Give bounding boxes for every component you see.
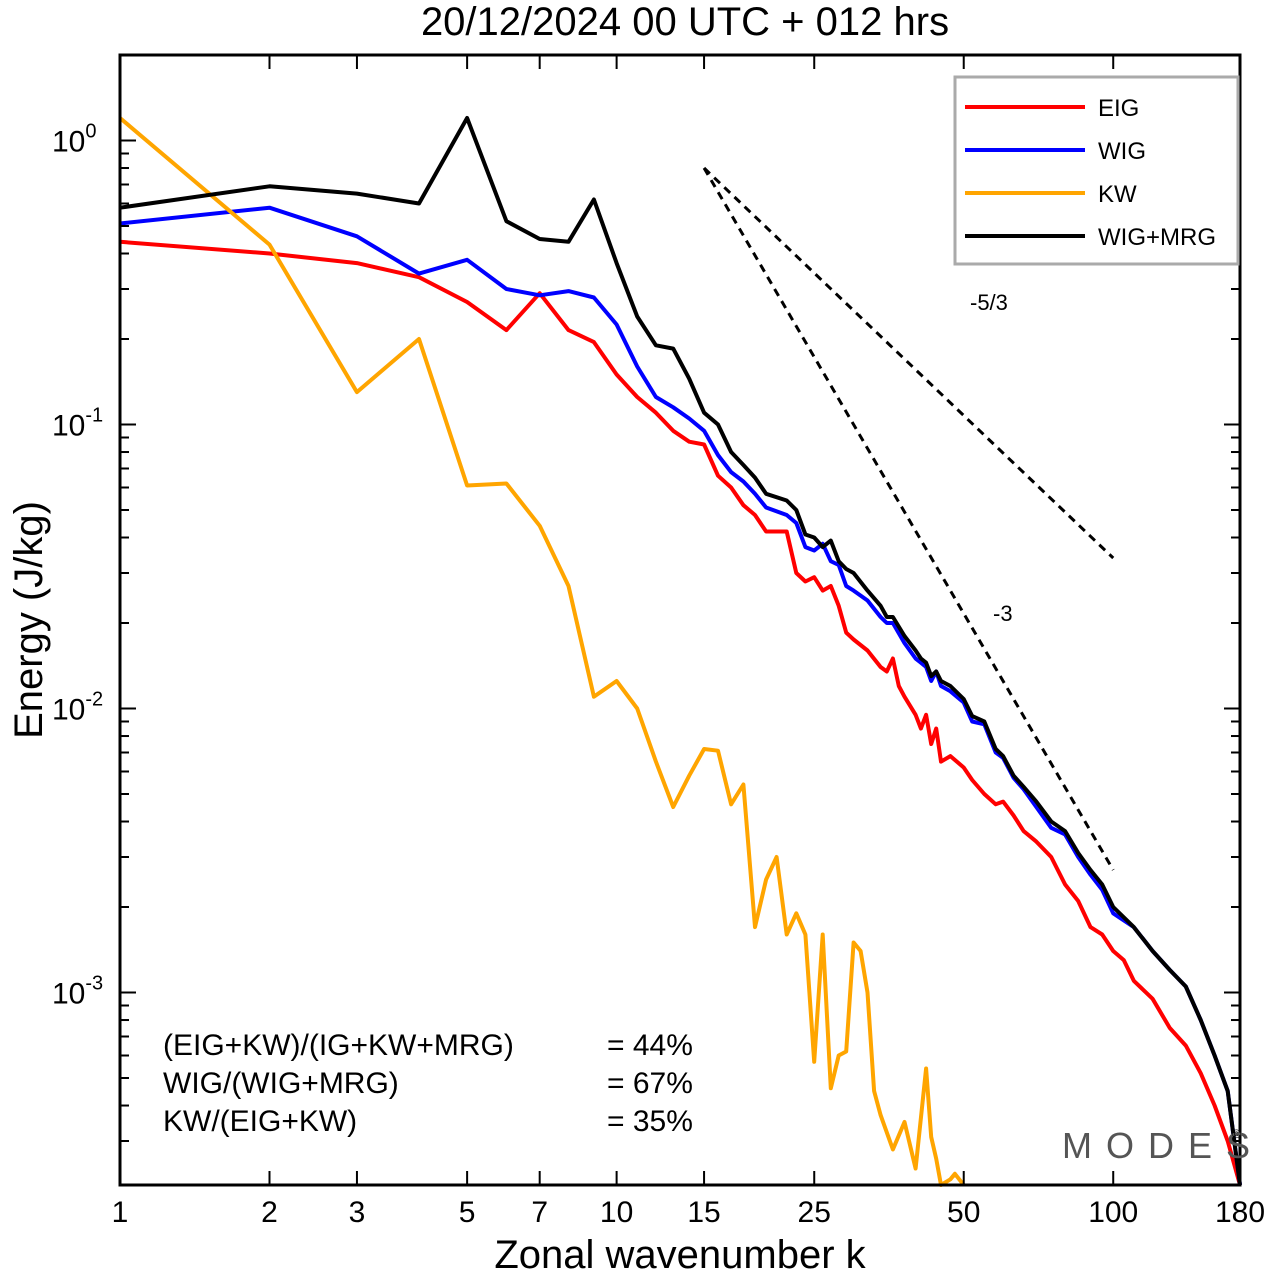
series-layer <box>118 116 1242 1187</box>
series-line-wig-mrg <box>119 116 1242 1186</box>
x-tick-label: 2 <box>261 1196 278 1229</box>
ratio-value: = 67% <box>607 1067 693 1100</box>
y-tick-label: 10-1 <box>52 404 103 442</box>
ratio-label: (EIG+KW)/(IG+KW+MRG) <box>163 1029 514 1062</box>
y-axis-label: Energy (J/kg) <box>7 501 51 739</box>
x-tick-labels: 1 2 3 5 7 10 15 25 50 100 180 <box>112 1196 1265 1229</box>
legend: EIG WIG KW WIG+MRG <box>953 75 1240 266</box>
x-tick-label: 50 <box>947 1196 980 1229</box>
reference-line-label-minus-3: -3 <box>993 601 1013 626</box>
series-line-kw <box>118 116 966 1187</box>
ratio-annotations: (EIG+KW)/(IG+KW+MRG) = 44% WIG/(WIG+MRG) = … <box>163 1029 693 1138</box>
axis-ticks <box>119 54 1241 1185</box>
series-line-wig <box>119 205 1242 1186</box>
y-tick-label: 100 <box>52 120 97 158</box>
x-tick-label: 5 <box>459 1196 476 1229</box>
reference-slope-lines: -5/3 -3 <box>702 166 1115 871</box>
x-tick-label: 7 <box>531 1196 548 1229</box>
x-tick-label: 1 <box>112 1196 129 1229</box>
x-tick-label: 100 <box>1088 1196 1138 1229</box>
legend-label-wig-mrg: WIG+MRG <box>1098 224 1216 251</box>
series-line-eig <box>119 239 1242 1186</box>
reference-line-minus-5-3 <box>703 166 1115 560</box>
x-axis-label: Zonal wavenumber k <box>494 1233 866 1277</box>
chart-title: 20/12/2024 00 UTC + 012 hrs <box>421 0 949 44</box>
ratio-value: = 44% <box>607 1029 693 1062</box>
x-tick-label: 25 <box>798 1196 831 1229</box>
x-tick-label: 180 <box>1215 1196 1265 1229</box>
y-tick-labels: 100 10-1 10-2 10-3 <box>52 120 103 1010</box>
y-tick-label: 10-3 <box>52 973 103 1011</box>
y-tick-label: 10-2 <box>52 689 103 727</box>
reference-line-minus-3 <box>702 167 1115 871</box>
reference-line-label-minus-5-3: -5/3 <box>970 290 1008 315</box>
copyright-mark: © <box>1232 1127 1241 1141</box>
x-tick-label: 10 <box>600 1196 633 1229</box>
ratio-value: = 35% <box>607 1105 693 1138</box>
x-tick-label: 15 <box>687 1196 720 1229</box>
ratio-label: WIG/(WIG+MRG) <box>163 1067 399 1100</box>
legend-label-wig: WIG <box>1098 138 1146 165</box>
x-tick-label: 3 <box>349 1196 366 1229</box>
legend-label-kw: KW <box>1098 181 1137 208</box>
modes-logo-text: MODES <box>1062 1125 1264 1166</box>
modes-logo: MODES © <box>1062 1125 1264 1166</box>
ratio-label: KW/(EIG+KW) <box>163 1105 357 1138</box>
legend-label-eig: EIG <box>1098 95 1139 122</box>
plot-frame <box>118 53 1242 1187</box>
